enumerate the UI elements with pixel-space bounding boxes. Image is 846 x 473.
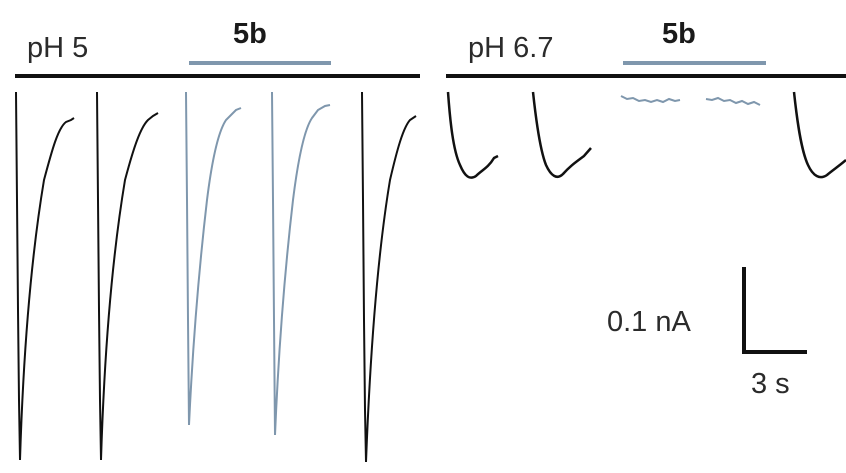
ph67-5b-trace-2 [705, 96, 761, 106]
ph67-control-trace-1 [446, 91, 499, 179]
ph5-control-trace-2 [96, 91, 159, 461]
compound-5b-label-left: 5b [233, 18, 267, 50]
ph5-control-trace-1 [15, 91, 75, 461]
ph5-5b-trace-1 [185, 91, 242, 426]
ph67-label: pH 6.7 [468, 32, 554, 64]
ph67-control-trace-2 [531, 91, 592, 178]
ph67-washout-trace [792, 91, 846, 179]
scale-bar-time-label: 3 s [751, 368, 790, 400]
ph5-washout-trace [361, 91, 417, 463]
ph5-5b-trace-2 [271, 91, 331, 436]
ph67-5b-trace-1 [620, 95, 681, 104]
scale-bar-current-label: 0.1 nA [607, 306, 691, 338]
ph5-label: pH 5 [27, 32, 89, 64]
compound-5b-label-right: 5b [662, 18, 696, 50]
